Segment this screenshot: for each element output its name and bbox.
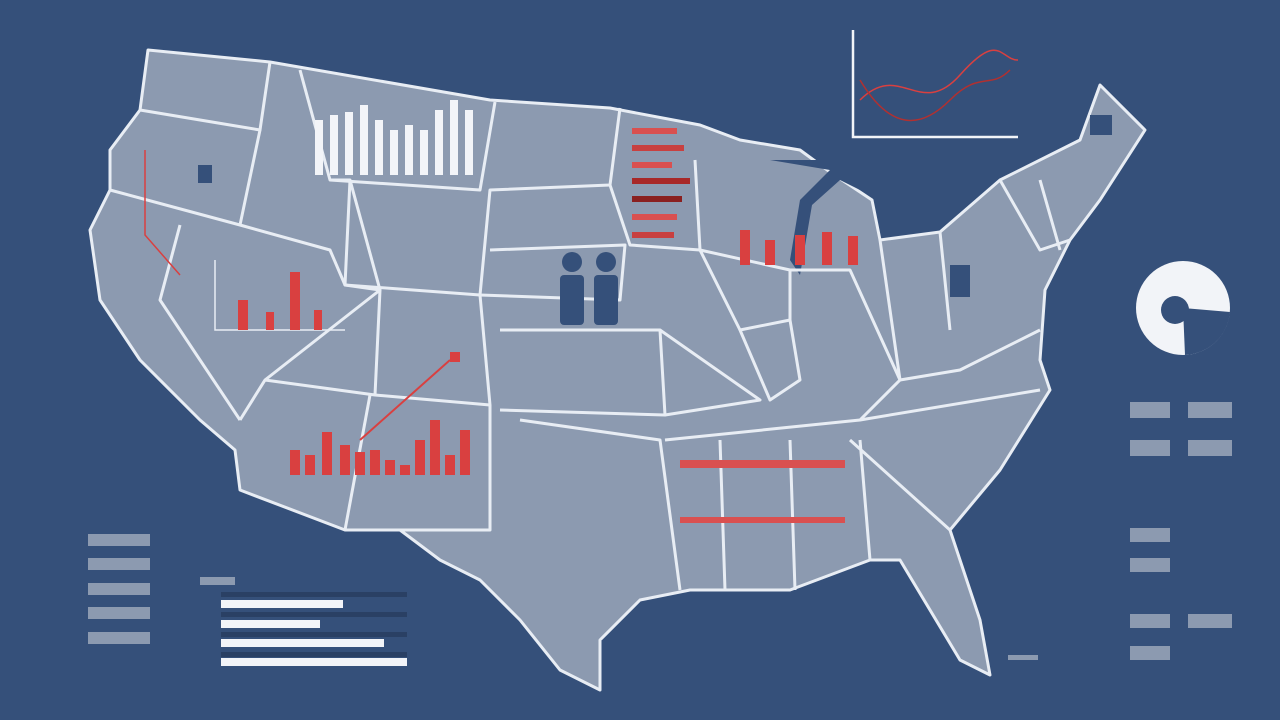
icon (1090, 115, 1112, 135)
icon (950, 265, 970, 297)
icon (198, 165, 212, 183)
horizontal-red-bars (632, 128, 690, 238)
people-icon (560, 252, 618, 325)
state-borders (109, 61, 1071, 591)
red-bar-chart-small (144, 150, 345, 331)
left-legend (88, 534, 150, 644)
red-bar-chart (290, 352, 470, 475)
progress-bars (200, 577, 407, 666)
line-chart (851, 30, 1019, 139)
legend-rows (1008, 402, 1232, 660)
red-row-chart (680, 230, 858, 523)
donut-chart (1136, 261, 1230, 355)
white-bar-chart (315, 100, 473, 175)
